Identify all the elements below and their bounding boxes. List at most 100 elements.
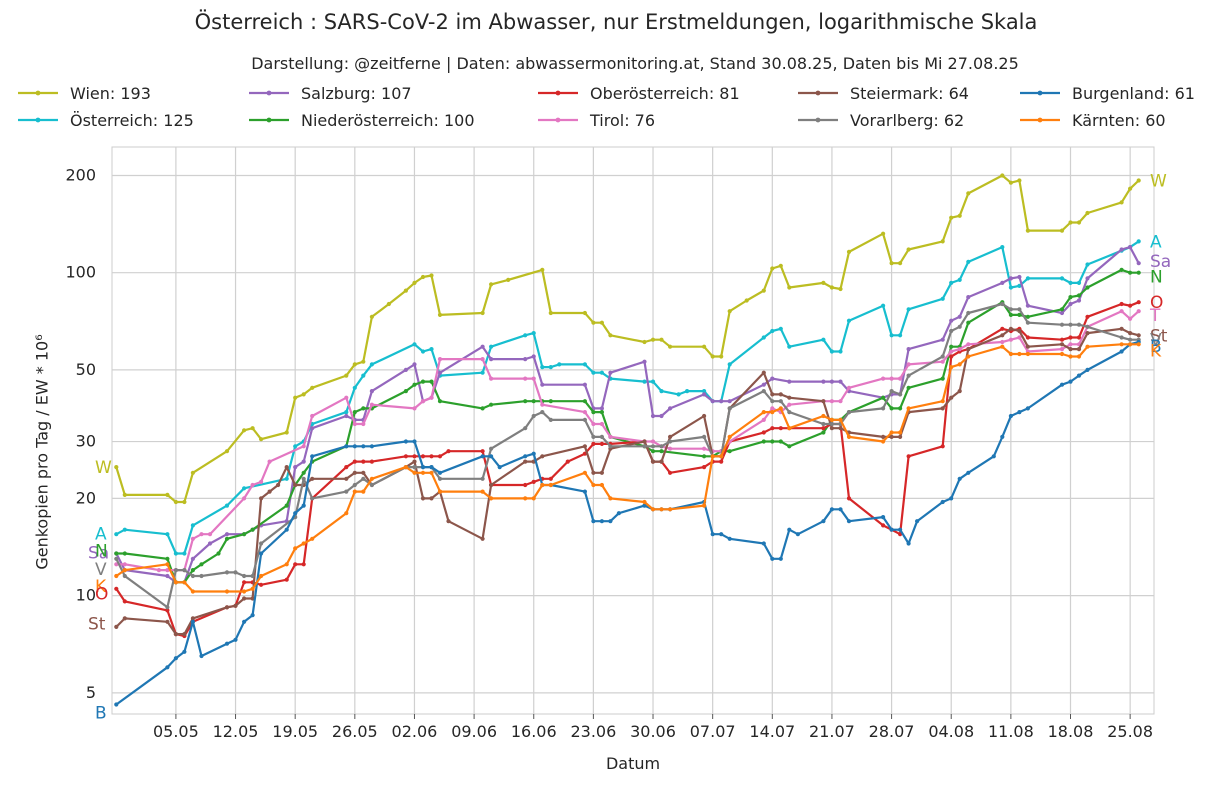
data-point-steiermark xyxy=(702,413,707,419)
data-point-osterreich xyxy=(685,389,690,394)
data-point-osterreich xyxy=(642,379,647,384)
data-point-steiermark xyxy=(480,536,485,541)
data-point-karnten xyxy=(949,365,954,370)
data-point-karnten xyxy=(310,536,315,541)
data-point-karnten xyxy=(523,496,528,501)
data-point-oberosterreich xyxy=(1076,335,1082,340)
data-point-steiermark xyxy=(778,392,783,397)
data-point-salzburg xyxy=(821,379,826,384)
data-point-osterreich xyxy=(821,337,826,342)
data-point-osterreich xyxy=(165,532,170,537)
data-point-osterreich xyxy=(727,362,732,367)
data-point-tirol xyxy=(940,359,945,364)
data-point-niederosterreich xyxy=(778,439,783,444)
data-point-salzburg xyxy=(770,376,775,381)
data-point-niederosterreich xyxy=(1136,270,1141,275)
end-label: N xyxy=(1150,268,1163,288)
data-point-tirol xyxy=(829,399,835,404)
data-point-tirol xyxy=(1119,309,1124,314)
data-point-burgenland xyxy=(829,507,835,512)
data-point-salzburg xyxy=(599,406,605,411)
data-point-wien xyxy=(1136,178,1141,183)
data-point-tirol xyxy=(523,376,528,381)
data-point-wien xyxy=(1128,186,1133,191)
data-point-vorarlberg xyxy=(165,605,170,610)
data-point-niederosterreich xyxy=(702,454,707,459)
data-point-osterreich xyxy=(957,277,962,282)
data-point-tirol xyxy=(437,357,443,362)
data-point-burgenland xyxy=(114,702,119,707)
legend-swatch xyxy=(18,117,58,123)
data-point-vorarlberg xyxy=(250,573,255,579)
x-tick-label: 28.07 xyxy=(869,722,915,741)
data-point-niederosterreich xyxy=(881,395,886,400)
data-point-tirol xyxy=(966,342,971,347)
data-point-vorarlberg xyxy=(437,476,443,481)
data-point-vorarlberg xyxy=(352,482,357,488)
data-point-vorarlberg xyxy=(344,489,349,494)
data-point-oberosterreich xyxy=(352,459,357,464)
data-point-osterreich xyxy=(940,296,945,301)
y-tick-label: 5 xyxy=(86,683,96,702)
data-point-salzburg xyxy=(190,556,195,561)
data-point-wien xyxy=(846,249,852,254)
data-point-osterreich xyxy=(676,392,681,397)
data-point-oberosterreich xyxy=(531,479,536,484)
data-point-oberosterreich xyxy=(446,449,451,454)
data-point-steiermark xyxy=(659,459,664,464)
data-point-steiermark xyxy=(1136,333,1141,338)
data-point-salzburg xyxy=(1008,276,1014,281)
y-tick-label: 30 xyxy=(76,432,96,451)
data-point-osterreich xyxy=(352,385,357,390)
data-point-tirol xyxy=(190,536,195,541)
data-point-oberosterreich xyxy=(429,454,434,459)
data-point-niederosterreich xyxy=(1128,270,1133,275)
data-point-niederosterreich xyxy=(165,556,170,561)
y-tick-label: 20 xyxy=(76,488,96,507)
data-point-wien xyxy=(224,449,230,454)
data-point-oberosterreich xyxy=(1068,335,1073,340)
data-point-vorarlberg xyxy=(1059,322,1065,327)
y-tick-label: 200 xyxy=(65,165,96,184)
data-point-salzburg xyxy=(301,459,306,464)
data-point-steiermark xyxy=(1085,331,1090,336)
data-point-salzburg xyxy=(207,541,213,546)
data-point-niederosterreich xyxy=(548,399,553,404)
data-point-karnten xyxy=(1119,342,1124,347)
data-point-vorarlberg xyxy=(1008,307,1014,312)
data-point-burgenland xyxy=(616,511,622,516)
data-point-niederosterreich xyxy=(122,551,127,556)
data-point-wien xyxy=(344,373,349,378)
data-point-burgenland xyxy=(991,454,996,459)
data-point-salzburg xyxy=(940,337,945,342)
data-point-wien xyxy=(719,354,724,359)
end-label: O xyxy=(1150,293,1163,313)
data-point-tirol xyxy=(881,376,886,381)
data-point-vorarlberg xyxy=(1128,337,1133,342)
data-point-wien xyxy=(889,261,894,266)
data-point-karnten xyxy=(829,417,835,422)
data-point-oberosterreich xyxy=(1059,337,1065,342)
data-point-salzburg xyxy=(957,314,962,319)
data-point-tirol xyxy=(480,357,485,362)
data-point-wien xyxy=(250,426,255,431)
data-point-steiermark xyxy=(940,406,945,411)
data-point-karnten xyxy=(591,482,596,488)
legend-label: Tirol: 76 xyxy=(590,110,656,130)
data-point-karnten xyxy=(437,489,443,494)
data-point-oberosterreich xyxy=(702,465,707,470)
data-point-wien xyxy=(940,239,945,244)
data-point-vorarlberg xyxy=(889,389,894,394)
data-point-wien xyxy=(642,339,647,345)
data-point-wien xyxy=(829,285,835,290)
data-point-tirol xyxy=(361,421,366,427)
data-point-wien xyxy=(369,314,374,319)
legend-label: Oberösterreich: 81 xyxy=(590,83,740,103)
data-point-wien xyxy=(1008,180,1014,185)
data-point-steiermark xyxy=(1128,331,1133,336)
data-point-steiermark xyxy=(1017,328,1022,334)
data-point-osterreich xyxy=(582,362,588,367)
data-point-osterreich xyxy=(787,344,792,349)
data-point-salzburg xyxy=(719,399,724,404)
data-point-steiermark xyxy=(1076,347,1082,352)
